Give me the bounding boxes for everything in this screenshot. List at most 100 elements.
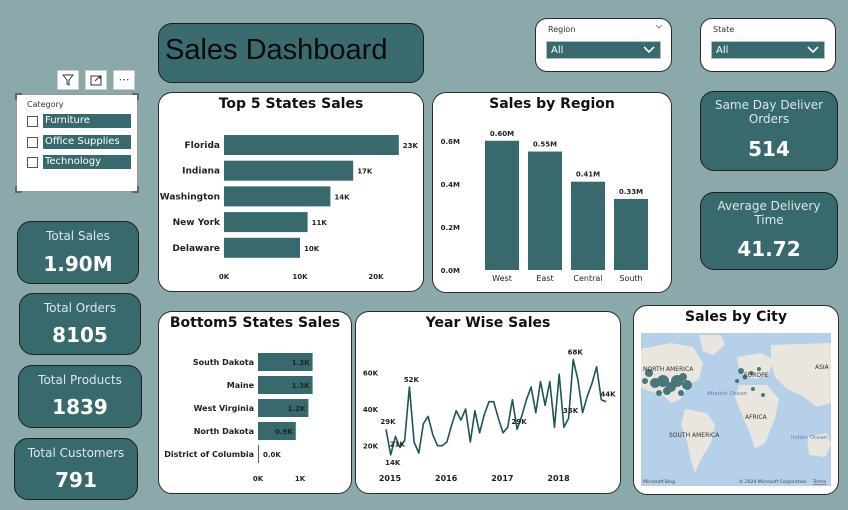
data-label: 35K xyxy=(563,407,579,415)
world-map[interactable]: NORTH AMERICA EUROPE ASIA Atlantic Ocean… xyxy=(641,333,831,486)
kpi-same-day-deliver-orders: Same Day Deliver Orders 514 xyxy=(700,91,838,171)
region-slicer[interactable]: Region All xyxy=(535,18,672,72)
kpi-total-orders: Total Orders 8105 xyxy=(19,293,141,355)
map-copyright: © 2024 Microsoft Corporation xyxy=(739,478,806,485)
filter-button[interactable] xyxy=(57,70,79,90)
data-label: 0.55M xyxy=(533,141,557,149)
data-label: 68K xyxy=(568,349,584,357)
kpi-total-customers: Total Customers 791 xyxy=(14,438,138,500)
checkbox[interactable] xyxy=(27,157,38,168)
category-label: Washington xyxy=(160,192,220,202)
category-label: North Dakota xyxy=(194,427,254,436)
data-label: 10K xyxy=(304,245,320,253)
data-label: 0.33M xyxy=(619,188,643,196)
category-item-label: Furniture xyxy=(43,114,131,128)
map-label: SOUTH AMERICA xyxy=(669,432,720,439)
checkbox[interactable] xyxy=(27,137,38,148)
category-label: West Virginia xyxy=(194,404,254,413)
y-tick-label: 0.4M xyxy=(441,181,460,189)
chevron-down-icon xyxy=(643,46,655,54)
map-brand: Microsoft Bing xyxy=(643,479,675,485)
sales-by-region-card: Sales by Region 0.0M 0.2M 0.4M 0.6M 0.60M Wes… xyxy=(432,92,672,293)
bar xyxy=(224,186,331,207)
top5-states-card: Top 5 States Sales Florida 23K Indiana 17K W… xyxy=(158,92,424,292)
bar xyxy=(258,353,313,371)
kpi-total-sales: Total Sales 1.90M xyxy=(17,221,139,284)
map-label: AFRICA xyxy=(745,414,768,421)
y-tick-label: 40K xyxy=(363,406,379,414)
kpi-average-delivery-time: Average Delivery Time 41.72 xyxy=(700,192,838,270)
page-title: Sales Dashboard xyxy=(165,34,388,66)
y-tick-label: 20K xyxy=(363,443,379,451)
y-tick-label: 60K xyxy=(363,369,379,377)
bar xyxy=(258,399,309,417)
x-tick-label: 2016 xyxy=(435,474,458,483)
x-tick-label: 0K xyxy=(219,273,230,281)
top5-states-chart: Florida 23K Indiana 17K Washington 14K New Yor… xyxy=(160,135,419,281)
region-dropdown[interactable]: All xyxy=(546,41,661,59)
kpi-label: Total Orders xyxy=(43,301,117,315)
category-label: Indiana xyxy=(182,167,220,177)
data-label: 23K xyxy=(403,142,419,150)
data-label: 1.3K xyxy=(292,359,310,367)
resize-handle[interactable] xyxy=(15,93,22,100)
kpi-label: Total Products xyxy=(38,373,122,387)
resize-handle[interactable] xyxy=(15,186,22,193)
state-slicer-label: State xyxy=(713,25,735,34)
data-label: 0.41M xyxy=(576,171,600,179)
map-terms-link[interactable]: Terms xyxy=(812,479,827,485)
bar xyxy=(224,160,354,181)
series-line xyxy=(385,358,607,456)
sales-by-region-chart: 0.0M 0.2M 0.4M 0.6M 0.60M West 0.55M East 0.41M C… xyxy=(441,130,648,283)
state-dropdown[interactable]: All xyxy=(711,41,825,59)
resize-handle[interactable] xyxy=(132,186,139,193)
chevron-down-icon[interactable] xyxy=(655,24,663,30)
bar xyxy=(224,212,308,233)
title-banner: Sales Dashboard xyxy=(158,23,424,83)
category-item-label: Office Supplies xyxy=(43,135,131,149)
bar xyxy=(258,422,296,440)
kpi-label: Total Customers xyxy=(27,446,125,460)
chart-title: Year Wise Sales xyxy=(425,315,551,331)
category-label: New York xyxy=(173,218,221,228)
bar xyxy=(224,135,399,155)
kpi-value: 514 xyxy=(748,137,790,161)
year-wise-sales-chart: 20K 40K 60K 2015 2016 2017 2018 29K 14K 21K 52K 29K… xyxy=(363,349,616,484)
data-label: 17K xyxy=(357,168,373,176)
category-label: West xyxy=(492,274,512,283)
x-tick-label: 10K xyxy=(292,273,308,281)
kpi-label: Total Sales xyxy=(46,229,110,243)
chevron-down-icon xyxy=(807,46,819,54)
category-label: East xyxy=(536,274,553,283)
resize-handle[interactable] xyxy=(132,93,139,100)
category-label: Central xyxy=(573,274,602,283)
year-wise-sales-card: Year Wise Sales 20K 40K 60K 2015 2016 2017 201… xyxy=(355,311,621,494)
region-slicer-label: Region xyxy=(548,25,576,34)
focus-mode-button[interactable] xyxy=(85,70,107,90)
region-dropdown-value: All xyxy=(551,45,564,56)
data-label: 29K xyxy=(511,418,527,426)
map-label: NORTH AMERICA xyxy=(643,366,694,373)
map-label: ASIA xyxy=(815,364,830,371)
focus-mode-icon xyxy=(90,75,102,86)
kpi-value: 1.90M xyxy=(43,252,113,276)
chart-title: Top 5 States Sales xyxy=(218,96,364,112)
more-options-button[interactable]: ⋯ xyxy=(113,70,135,90)
category-slicer[interactable]: Category Furniture Office Supplies Techn… xyxy=(15,93,139,193)
bar xyxy=(485,140,519,270)
kpi-total-products: Total Products 1839 xyxy=(18,365,142,428)
filter-icon xyxy=(61,74,75,86)
x-tick-label: 2015 xyxy=(379,474,402,483)
bar xyxy=(258,445,259,463)
checkbox[interactable] xyxy=(27,116,38,127)
bar xyxy=(258,376,313,394)
category-label: South xyxy=(619,274,642,283)
chart-title: Sales by Region xyxy=(489,96,615,112)
x-tick-label: 20K xyxy=(368,273,384,281)
more-icon: ⋯ xyxy=(118,73,130,86)
data-label: 0.60M xyxy=(490,130,514,138)
state-slicer[interactable]: State All xyxy=(700,18,836,72)
map-label: Atlantic Ocean xyxy=(707,391,748,397)
map-label: Indian Ocean xyxy=(791,435,828,441)
chart-title: Sales by City xyxy=(685,309,787,325)
